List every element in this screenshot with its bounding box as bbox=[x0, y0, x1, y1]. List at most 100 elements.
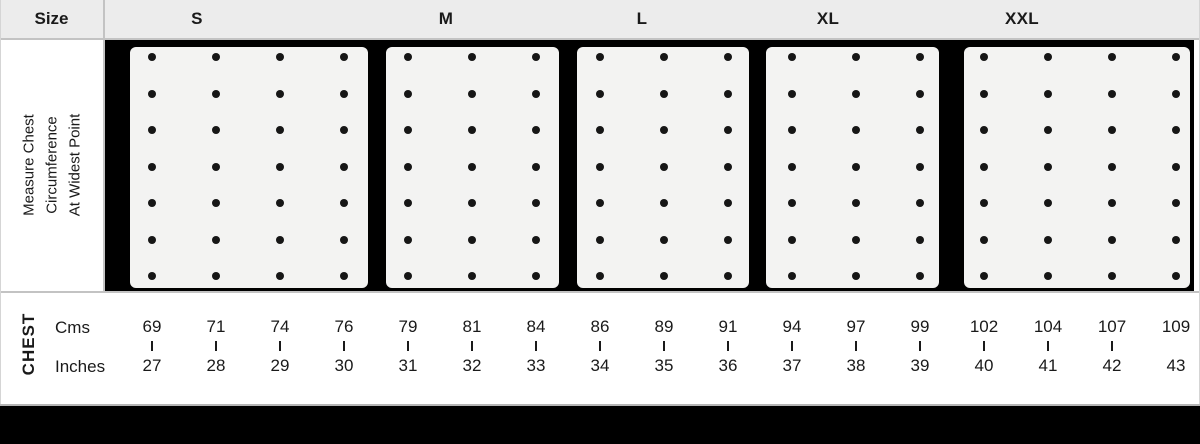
header-bottom-border bbox=[0, 38, 1200, 40]
ruler-dot bbox=[724, 126, 732, 134]
ruler-dot bbox=[212, 235, 220, 244]
ruler-dot bbox=[788, 199, 796, 207]
cms-inches-separator bbox=[471, 341, 473, 351]
chest-values-row: CHEST Cms Inches 69 27 71 28 74 29 76 30 79 31 81 3… bbox=[0, 293, 1200, 404]
chest-value-column: 99 39 bbox=[888, 293, 952, 404]
ruler-dot bbox=[980, 272, 988, 280]
chest-value-column: 94 37 bbox=[760, 293, 824, 404]
chest-value-column: 109 43 bbox=[1144, 293, 1200, 404]
cms-inches-separator bbox=[663, 341, 665, 351]
chest-cms-value: 102 bbox=[969, 317, 999, 336]
ruler-dot bbox=[596, 162, 604, 171]
ruler-dot bbox=[980, 89, 988, 98]
ruler-dot bbox=[212, 199, 220, 207]
cms-inches-separator bbox=[1111, 341, 1113, 351]
ruler-dot bbox=[980, 126, 988, 134]
ruler-dot bbox=[916, 162, 924, 171]
cms-inches-separator bbox=[919, 341, 921, 351]
ruler-dot bbox=[596, 235, 604, 244]
ruler-dot bbox=[596, 272, 604, 280]
cms-inches-separator bbox=[1047, 341, 1049, 351]
ruler-panel-s bbox=[130, 47, 368, 288]
ruler-dot bbox=[1108, 272, 1116, 280]
ruler-dot bbox=[660, 162, 668, 171]
ruler-dot bbox=[916, 199, 924, 207]
ruler-dot bbox=[1108, 89, 1116, 98]
chest-value-column: 71 28 bbox=[184, 293, 248, 404]
ruler-dot bbox=[1108, 126, 1116, 134]
ruler-dot bbox=[724, 235, 732, 244]
ruler-dot bbox=[1044, 53, 1052, 61]
size-header-m: M bbox=[438, 9, 454, 28]
ruler-dot bbox=[788, 162, 796, 171]
chest-cms-value: 86 bbox=[590, 317, 610, 336]
ruler-dot bbox=[724, 199, 732, 207]
cms-inches-separator bbox=[279, 341, 281, 351]
chest-value-column: 81 32 bbox=[440, 293, 504, 404]
ruler-dot bbox=[1108, 199, 1116, 207]
ruler-dot bbox=[148, 53, 156, 61]
ruler-dot bbox=[980, 162, 988, 171]
chest-inches-value: 31 bbox=[398, 356, 418, 375]
ruler-dot bbox=[1172, 162, 1180, 171]
ruler-dot bbox=[1172, 199, 1180, 207]
ruler-dot bbox=[788, 235, 796, 244]
ruler-dot bbox=[852, 272, 860, 280]
ruler-dot bbox=[1172, 272, 1180, 280]
ruler-dot bbox=[148, 235, 156, 244]
size-header-s: S bbox=[191, 9, 203, 28]
chest-cms-value: 97 bbox=[846, 317, 866, 336]
chest-inches-value: 35 bbox=[654, 356, 674, 375]
ruler-dot bbox=[1044, 199, 1052, 207]
ruler-dot bbox=[788, 272, 796, 280]
ruler-dot bbox=[468, 199, 476, 207]
left-edge-border bbox=[0, 0, 1, 404]
ruler-dot bbox=[276, 235, 284, 244]
ruler-dot bbox=[276, 199, 284, 207]
chest-value-column: 91 36 bbox=[696, 293, 760, 404]
chest-cms-value: 107 bbox=[1097, 317, 1127, 336]
ruler-dot bbox=[596, 199, 604, 207]
chest-value-column: 76 30 bbox=[312, 293, 376, 404]
ruler-dot bbox=[404, 199, 412, 207]
ruler-dot bbox=[340, 272, 348, 280]
ruler-dot bbox=[1108, 162, 1116, 171]
note-divider bbox=[103, 40, 105, 291]
ruler-dot bbox=[980, 53, 988, 61]
chest-inches-value: 37 bbox=[782, 356, 802, 375]
ruler-dot bbox=[1172, 89, 1180, 98]
chest-value-column: 104 41 bbox=[1016, 293, 1080, 404]
ruler-dot bbox=[788, 126, 796, 134]
chest-inches-value: 36 bbox=[718, 356, 738, 375]
chest-cms-value: 89 bbox=[654, 317, 674, 336]
ruler-dot bbox=[340, 162, 348, 171]
size-header-xxl: XXL bbox=[1005, 9, 1039, 28]
chest-inches-value: 27 bbox=[142, 356, 162, 375]
ruler-dot bbox=[660, 235, 668, 244]
chest-value-column: 74 29 bbox=[248, 293, 312, 404]
ruler-dot bbox=[660, 272, 668, 280]
ruler-dot bbox=[724, 272, 732, 280]
ruler-dot bbox=[852, 89, 860, 98]
ruler-dot bbox=[980, 199, 988, 207]
ruler-dot bbox=[532, 89, 540, 98]
ruler-dot bbox=[1108, 235, 1116, 244]
chest-inches-value: 40 bbox=[974, 356, 994, 375]
ruler-dot bbox=[468, 53, 476, 61]
ruler-dot bbox=[788, 89, 796, 98]
ruler-dot bbox=[532, 126, 540, 134]
ruler-dot bbox=[596, 89, 604, 98]
note-line-2: Circumference bbox=[43, 116, 61, 214]
note-line-1: Measure Chest bbox=[20, 114, 38, 216]
ruler-dot bbox=[276, 53, 284, 61]
ruler-dot bbox=[788, 53, 796, 61]
values-bottom-border bbox=[0, 404, 1200, 406]
ruler-dot bbox=[916, 89, 924, 98]
ruler-dot bbox=[916, 235, 924, 244]
ruler-row: Measure Chest Circumference At Widest Po… bbox=[0, 40, 1200, 291]
ruler-dot bbox=[1044, 89, 1052, 98]
ruler-dot bbox=[660, 126, 668, 134]
cms-inches-separator bbox=[151, 341, 153, 351]
ruler-dot bbox=[660, 53, 668, 61]
